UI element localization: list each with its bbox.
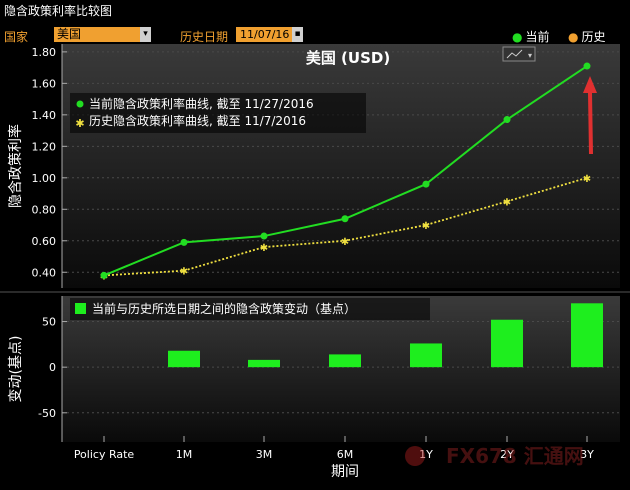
legend-history-series: 历史隐含政策利率曲线, 截至 11/7/2016 [89,113,306,128]
bar-grid [62,321,620,414]
bar-y-axis-label: 变动(基点) [7,336,24,403]
history-series-line [103,176,588,277]
current-point [341,215,349,223]
toolbar: 隐含政策利率比较图 国家 美国 ▾ 历史日期 11/07/16 ▪ ● 当前 ● 历… [0,0,630,44]
y-tick-label: -50 [38,407,56,420]
legend-history-marker-icon: ✱ [75,117,84,130]
change-bar [248,359,280,368]
current-point [583,62,591,70]
y-tick-label: 0 [49,361,56,374]
watermark-logo: FX678 汇通网 [405,444,584,468]
line-legend: 当前隐含政策利率曲线, 截至 11/27/2016 ✱ 历史隐含政策利率曲线, … [70,93,366,133]
legend-current-series: 当前隐含政策利率曲线, 截至 11/27/2016 [89,96,314,111]
line-panel-background [62,44,620,288]
x-tick-label: 3M [256,448,273,461]
current-point [260,232,268,240]
change-bar [410,343,442,368]
change-bar [168,350,200,368]
line-legend-box [70,93,366,133]
current-point [100,271,108,279]
current-point [503,116,511,124]
change-bar [571,303,603,368]
bar-panel-background [62,296,620,442]
line-chart-icon [506,49,523,59]
history-date-input[interactable]: 11/07/16 [236,27,292,42]
bar-legend-box [70,298,430,320]
x-tick-label: 1M [176,448,193,461]
x-ticks: Policy Rate 1M 3M 6M 1Y 2Y 3Y [74,436,594,461]
history-point: ✱ [260,243,268,254]
bar-legend: 当前与历史所选日期之间的隐含政策变动（基点） [70,298,430,320]
y-tick-label: 0.80 [32,203,57,216]
history-point: ✱ [341,237,349,248]
legend-current-marker-icon [76,100,84,108]
history-date-label: 历史日期 [180,30,229,44]
line-y-ticks: 1.80 1.60 1.40 1.20 1.00 0.80 0.60 0.40 [32,44,67,288]
y-tick-label: 50 [42,316,56,329]
history-point: ✱ [180,267,188,278]
watermark-text: FX678 汇通网 [446,444,584,468]
x-tick-label: 3Y [580,448,594,461]
current-point [180,238,188,246]
change-bar [491,319,523,368]
y-tick-label: 1.40 [32,109,57,122]
legend-current-label: 当前 [525,30,550,44]
legend-history-label: 历史 [581,30,606,44]
window-title: 隐含政策利率比较图 [4,4,113,18]
x-axis-label: 期间 [331,464,359,480]
y-tick-label: 0.40 [32,266,57,279]
country-label: 国家 [4,30,29,44]
rate-comparison-chart: 1.801.601.401.201.000.800.600.40 500-50 … [0,44,630,480]
line-y-axis-label: 隐含政策利率 [7,124,24,208]
bar-y-ticks: 50 0 -50 [38,296,67,442]
legend-bar-series: 当前与历史所选日期之间的隐含政策变动（基点） [92,301,356,316]
up-arrow-annotation-icon [583,76,597,154]
change-bars [168,303,603,368]
history-point: ✱ [583,174,591,185]
legend-history-toggle[interactable]: ● 历史 [568,28,606,45]
chart-type-button[interactable]: ▾ [502,46,536,62]
x-tick-label: 6M [337,448,354,461]
y-tick-label: 1.00 [32,172,57,185]
x-tick-label: 2Y [500,448,514,461]
x-tick-label: 1Y [419,448,433,461]
history-point: ✱ [422,221,430,232]
history-point: ✱ [503,197,511,208]
change-bar [329,354,361,368]
chevron-down-icon: ▾ [528,51,532,60]
y-tick-label: 1.80 [32,46,57,59]
chart-title: 美国 (USD) [306,49,390,67]
x-tick-label: Policy Rate [74,448,135,461]
rate-lines: ✱✱✱✱✱✱✱ [100,62,591,282]
legend-history-dot-icon: ● [568,30,579,44]
current-point [422,180,430,188]
y-tick-label: 1.20 [32,140,57,153]
country-select[interactable]: 美国 [54,27,140,42]
y-tick-label: 0.60 [32,235,57,248]
country-dropdown-icon[interactable]: ▾ [140,27,151,42]
legend-current-dot-icon: ● [512,30,523,44]
legend-bar-swatch-icon [75,303,86,314]
y-tick-label: 1.60 [32,77,57,90]
calendar-icon[interactable]: ▪ [292,27,303,42]
legend-current-toggle[interactable]: ● 当前 [512,28,550,45]
